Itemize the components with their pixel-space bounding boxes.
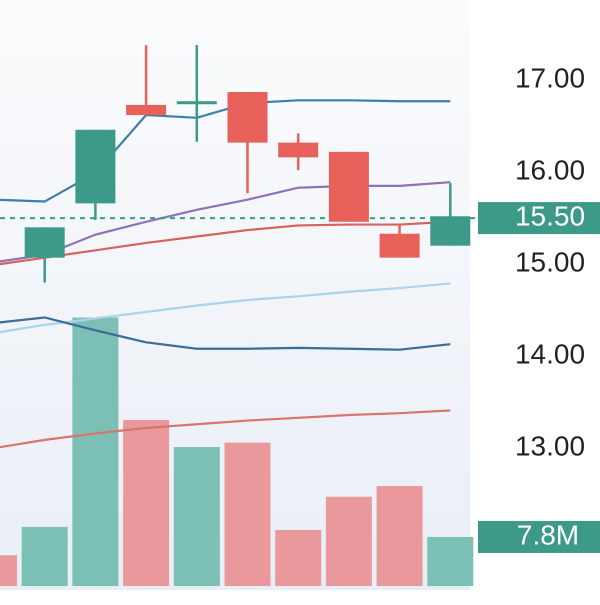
last-volume-badge	[478, 520, 600, 553]
last-price-badge	[478, 202, 600, 235]
y-tick-label: 13.00	[515, 431, 585, 462]
candle-body	[328, 151, 369, 222]
volume-bar	[325, 496, 372, 586]
candle-body	[379, 233, 420, 258]
candle-body	[430, 216, 471, 246]
indicator-line	[0, 282, 451, 334]
last-volume-label: 7.8M	[517, 519, 579, 550]
volume-bar	[224, 442, 271, 586]
indicator-line	[0, 409, 451, 449]
candle-body	[278, 142, 319, 158]
indicator-line	[0, 181, 451, 263]
indicator-line	[0, 99, 451, 203]
candle-body	[75, 129, 116, 204]
candle-body	[24, 227, 65, 258]
y-tick-label: 14.00	[515, 339, 585, 370]
y-tick-label: 16.00	[515, 154, 585, 185]
last-price-label: 15.50	[515, 200, 585, 231]
volume-bar	[0, 555, 17, 586]
indicator-line	[0, 220, 451, 266]
axis-background	[470, 0, 600, 600]
y-tick-label: 17.00	[515, 62, 585, 93]
volume-bar	[376, 486, 423, 586]
volume-bar	[427, 536, 474, 586]
y-tick-label: 15.00	[515, 247, 585, 278]
candle-body	[126, 104, 167, 116]
volume-bar	[173, 447, 220, 586]
indicator-line	[0, 316, 451, 351]
volume-bar	[72, 317, 119, 586]
volume-bar	[275, 530, 322, 586]
candle-body	[176, 101, 217, 105]
volume-bar	[123, 420, 170, 586]
candle-body	[227, 92, 268, 143]
volume-bar	[21, 526, 68, 586]
